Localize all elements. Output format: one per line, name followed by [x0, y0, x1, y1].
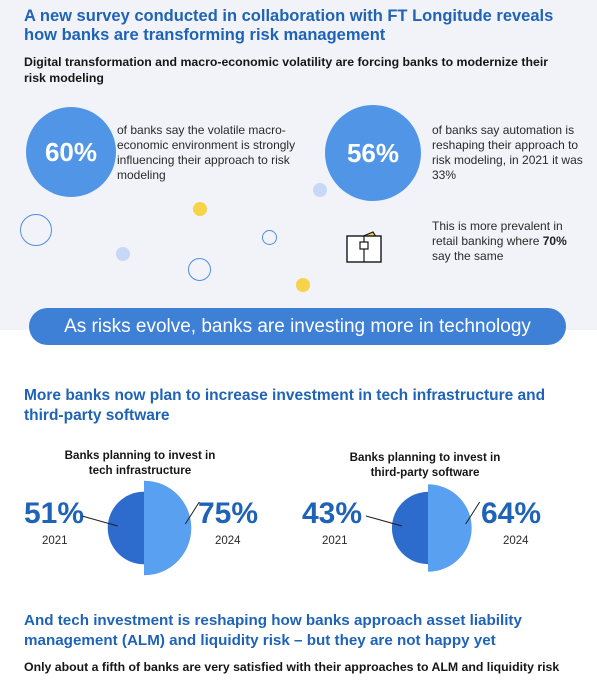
wallet-icon	[346, 231, 382, 263]
half-circle-2021	[391, 491, 428, 565]
chart2-title: Banks planning to invest in third-party …	[349, 451, 501, 479]
decorative-ring	[262, 230, 277, 245]
chart2-right-year: 2024	[503, 535, 529, 547]
stat-text-56: of banks say automation is reshaping the…	[432, 123, 583, 182]
connector-line-left	[81, 515, 118, 527]
chart1-half-circles	[81, 480, 200, 576]
page-title: A new survey conducted in collaboration …	[24, 7, 554, 44]
chart2-half-circles	[365, 484, 481, 572]
retail-text-after: say the same	[432, 249, 504, 263]
connector-line-right	[184, 501, 200, 525]
connector-line-right	[465, 501, 481, 525]
chart1-left-year: 2021	[42, 535, 68, 547]
connector-line-left	[365, 515, 403, 527]
chart1-left-value: 51%	[24, 497, 85, 530]
half-circle-2024	[144, 480, 192, 576]
chart2-left-value: 43%	[302, 497, 363, 530]
retail-highlight: 70%	[542, 234, 567, 248]
section2-title: More banks now plan to increase investme…	[24, 387, 546, 424]
section3-subtitle: Only about a fifth of banks are very sat…	[24, 660, 560, 674]
decorative-dot	[296, 278, 310, 292]
decorative-ring	[188, 258, 211, 281]
chart2-left-year: 2021	[322, 535, 348, 547]
chart1-title: Banks planning to invest in tech infrast…	[64, 449, 216, 477]
decorative-dot	[193, 202, 207, 216]
decorative-dot	[116, 247, 130, 261]
intro-subtitle: Digital transformation and macro-economi…	[24, 55, 549, 85]
retail-text: This is more prevalent in retail banking…	[432, 219, 582, 264]
retail-text-before: This is more prevalent in retail banking…	[432, 219, 563, 248]
stat-text-60: of banks say the volatile macro-economic…	[117, 123, 296, 182]
section3-title: And tech investment is reshaping how ban…	[24, 612, 522, 649]
half-circle-2021	[107, 491, 144, 565]
chart1-right-value: 75%	[198, 497, 259, 530]
half-circle-2024	[428, 484, 472, 572]
chart1-right-year: 2024	[215, 535, 241, 547]
decorative-dot	[313, 183, 327, 197]
stat-circle-60: 60%	[26, 107, 116, 197]
decorative-ring	[20, 214, 52, 246]
section-banner: As risks evolve, banks are investing mor…	[29, 308, 566, 345]
stat-circle-56: 56%	[325, 105, 421, 201]
chart2-right-value: 64%	[481, 497, 542, 530]
